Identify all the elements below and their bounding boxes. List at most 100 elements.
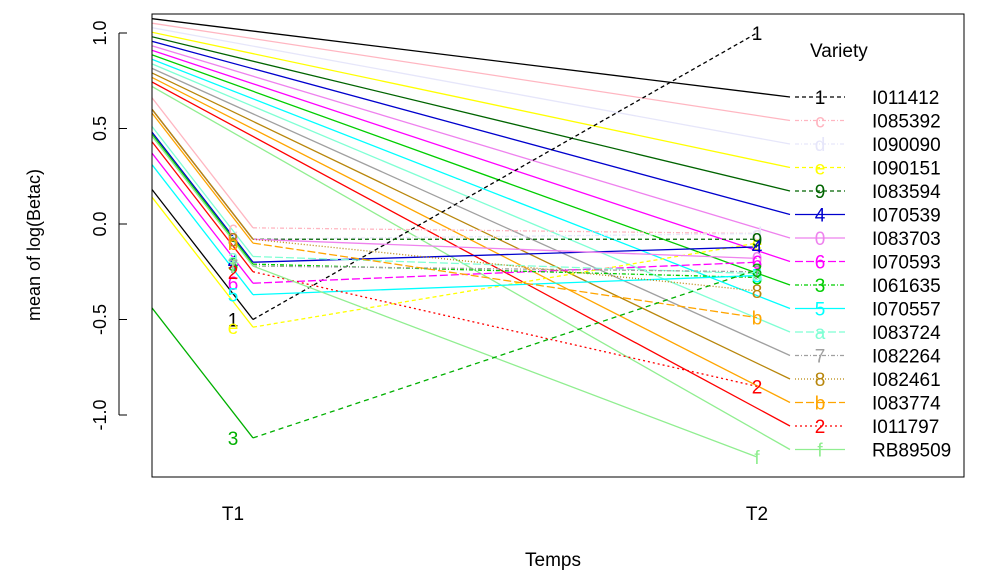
series-point-label: b <box>228 234 239 255</box>
y-tick-label: -0.5 <box>90 304 110 335</box>
legend-symbol: 0 <box>815 229 826 250</box>
series-line <box>252 271 758 387</box>
series-guide-line <box>152 67 791 357</box>
series-point-label: c <box>752 225 762 246</box>
y-tick-label: -1.0 <box>90 399 110 430</box>
legend-entry: a I083724 <box>795 323 941 344</box>
series-drop-line <box>152 108 254 240</box>
y-tick-label: 1.0 <box>90 20 110 45</box>
legend-symbol: f <box>817 441 823 462</box>
legend-symbol: 6 <box>815 253 826 274</box>
series-line <box>252 265 758 458</box>
series-point-label: a <box>228 247 239 268</box>
series-point-label: d <box>752 225 763 246</box>
legend-entry: d I090090 <box>795 135 941 156</box>
plot-frame <box>151 13 965 478</box>
series-point-label: 8 <box>752 282 763 303</box>
y-tick-label: 0.5 <box>90 116 110 141</box>
series-point-label: 6 <box>228 274 239 295</box>
series-point-label: e <box>228 318 239 339</box>
legend-label: I070539 <box>872 206 941 227</box>
series-guide-line <box>152 18 791 98</box>
series-point-label: c <box>228 219 238 240</box>
series-guide-line <box>152 31 791 169</box>
series-line <box>252 261 758 284</box>
legend-entry: 8 I082461 <box>795 370 941 391</box>
legend-label: I083724 <box>872 323 941 344</box>
legend-label: I082461 <box>872 370 941 391</box>
legend-entry: b I083774 <box>795 394 941 415</box>
series-guide-line <box>152 54 791 286</box>
series-point-label: 3 <box>752 268 763 289</box>
legend-entry: c I085392 <box>795 112 941 133</box>
legend-title: Variety <box>810 41 868 62</box>
series-point-label: 7 <box>752 263 763 284</box>
legend-label: I070557 <box>872 300 941 321</box>
legend-entry: 0 I083703 <box>795 229 941 250</box>
legend-label: I090090 <box>872 135 941 156</box>
series-point-label: 7 <box>228 257 239 278</box>
legend-symbol: 1 <box>815 88 826 109</box>
legend-label: I083703 <box>872 229 941 250</box>
legend-entry: 5 I070557 <box>795 300 941 321</box>
legend-symbol: a <box>815 323 826 344</box>
series-point-label: 0 <box>228 230 239 251</box>
series-line <box>252 269 758 439</box>
series-line <box>252 32 758 321</box>
legend-entry: 9 I083594 <box>795 182 941 203</box>
y-axis: -1.0 -0.5 0.0 0.5 1.0 <box>90 20 127 431</box>
legend-label: I061635 <box>872 276 941 297</box>
series-guide-line <box>152 76 791 404</box>
x-axis-label: Temps <box>525 550 581 571</box>
legend-symbol: b <box>815 394 826 415</box>
series-point-label: 3 <box>228 255 239 276</box>
series-line <box>252 227 758 235</box>
series-line <box>252 238 758 292</box>
series-point-label: f <box>230 257 236 278</box>
legend-entry: f RB89509 <box>795 441 951 462</box>
background-lines <box>152 18 791 451</box>
legend-label: RB89509 <box>872 441 951 462</box>
legend-symbol: 3 <box>815 276 826 297</box>
series-point-label: 1 <box>752 24 763 45</box>
series-point-label: 9 <box>228 230 239 251</box>
legend-symbol: c <box>815 112 825 133</box>
series-drop-line <box>152 112 254 244</box>
series-line <box>252 242 758 319</box>
legend-symbol: e <box>815 159 826 180</box>
legend-label: I090151 <box>872 159 941 180</box>
series-point-label: 9 <box>752 230 763 251</box>
legend-entry: 4 I070539 <box>795 206 941 227</box>
series-drop-line <box>152 152 254 284</box>
legend: 1 I011412 c I085392 d I090090 e I090151 9 I083594… <box>795 88 951 462</box>
legend-label: I082264 <box>872 347 941 368</box>
series-guide-line <box>152 63 791 333</box>
series-point-label: 5 <box>752 267 763 288</box>
series-point-label: 0 <box>752 249 763 270</box>
series-guide-line <box>152 81 791 427</box>
series-drop-line <box>152 131 254 263</box>
legend-symbol: 5 <box>815 300 826 321</box>
legend-entry: 1 I011412 <box>795 88 939 109</box>
series-point-label: 4 <box>228 253 239 274</box>
series-guide-line <box>152 40 791 216</box>
x-tick-label: T1 <box>222 504 244 525</box>
y-axis-label: mean of log(Betac) <box>24 169 44 321</box>
series-guide-line <box>152 45 791 239</box>
series-drop-line <box>152 164 254 296</box>
series-point-label: b <box>752 309 763 330</box>
series-drop-line <box>152 126 254 257</box>
series-point-label: 3 <box>228 429 239 450</box>
series-point-label: 4 <box>752 238 763 259</box>
series-guide-line <box>152 36 791 192</box>
series-point-label: 2 <box>752 377 763 398</box>
x-axis: T1 T2 <box>222 504 768 525</box>
series-drop-line <box>152 135 254 267</box>
series-point-label: d <box>228 230 239 251</box>
series-drop-line <box>152 189 254 320</box>
series-guide-line <box>152 58 791 310</box>
series-point-label: e <box>752 234 763 255</box>
series-point-label: 6 <box>752 253 763 274</box>
